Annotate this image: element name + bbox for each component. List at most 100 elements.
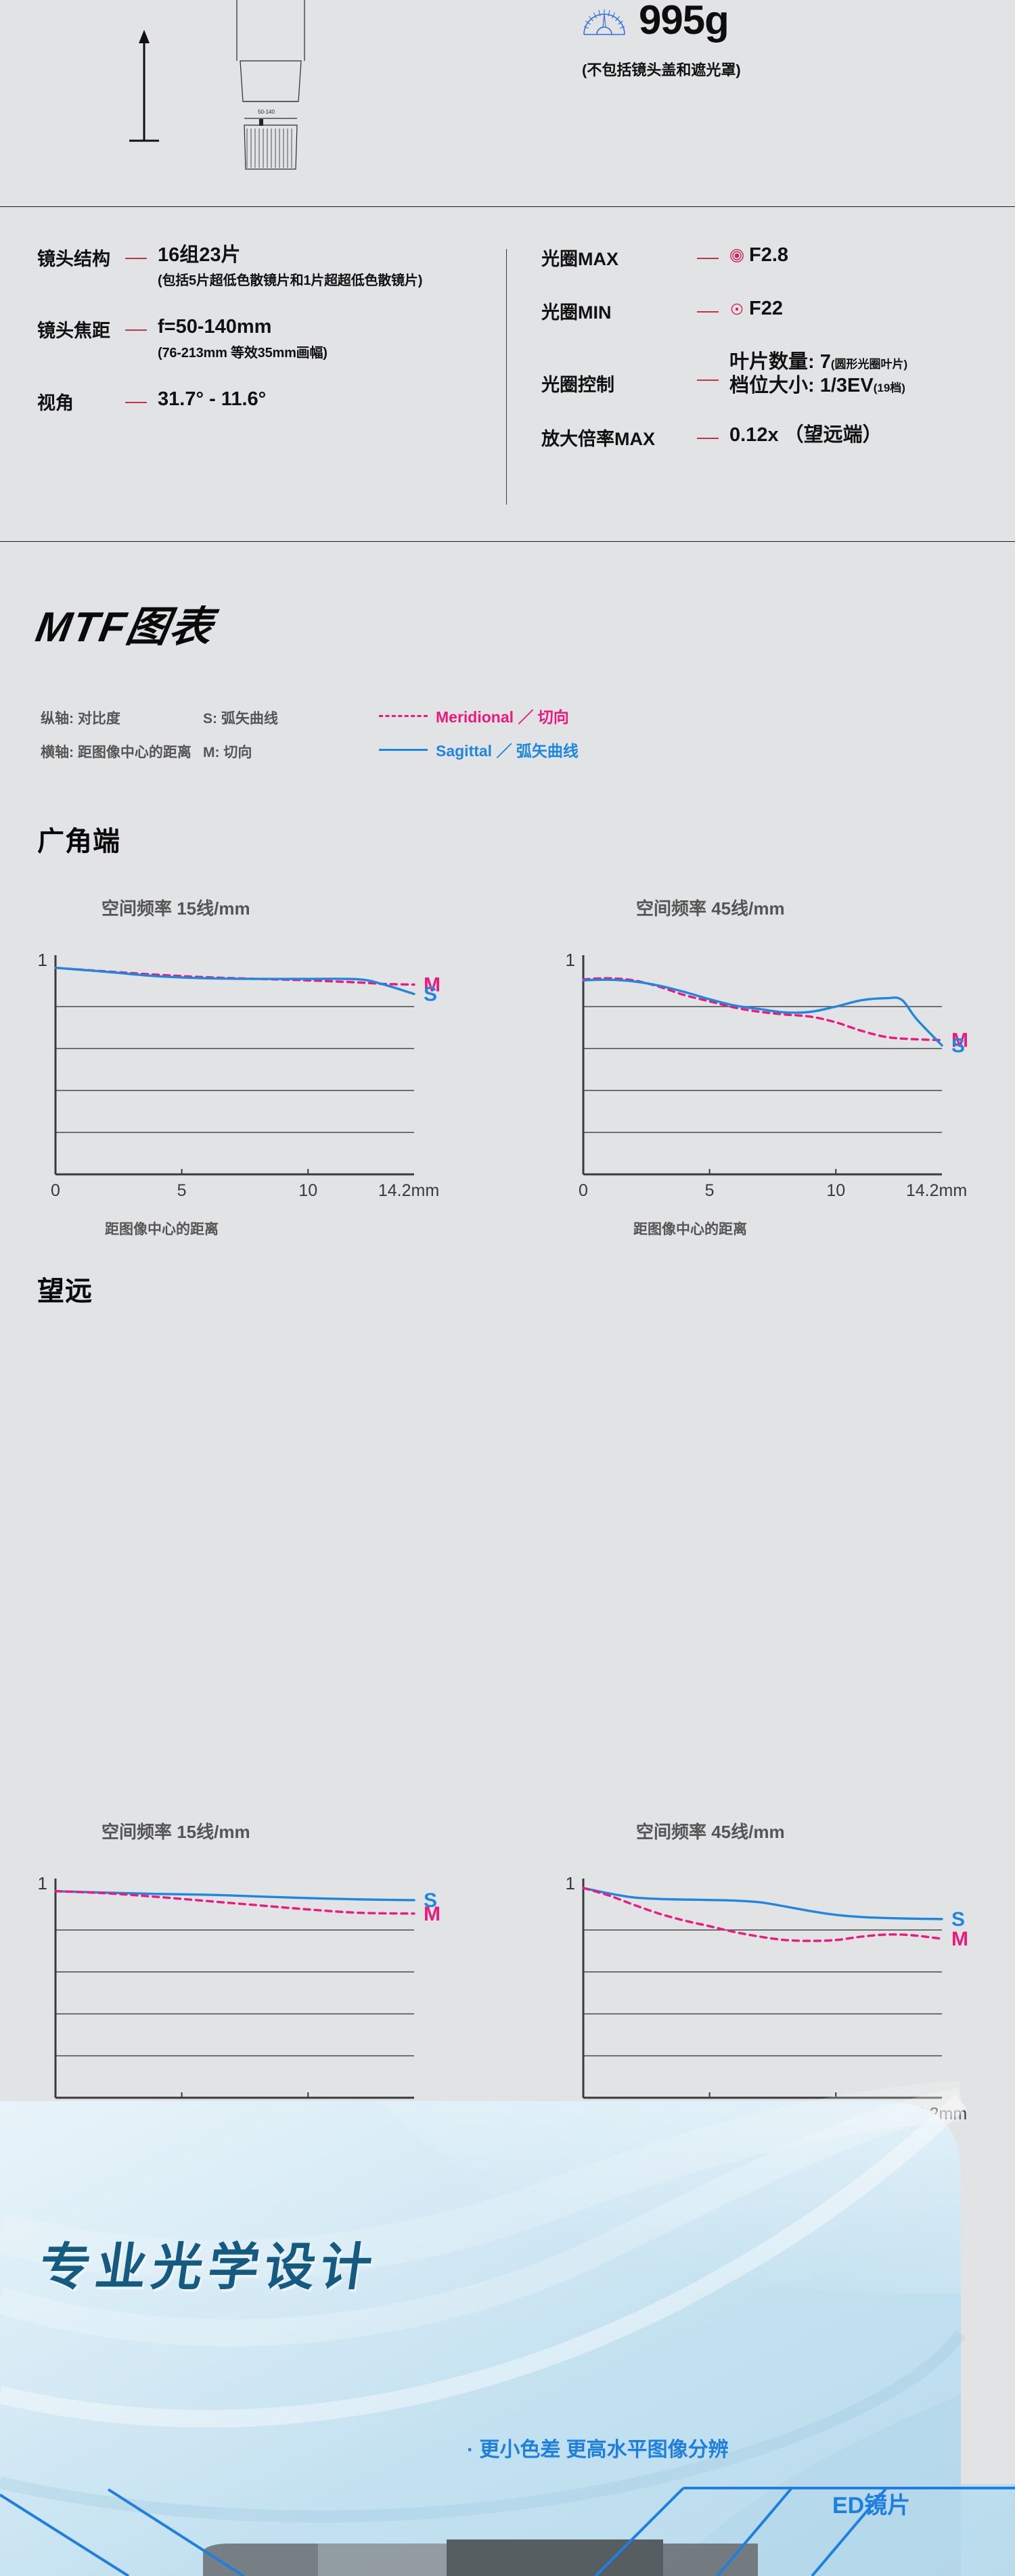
x-tick-label: 5 [177, 1181, 187, 1200]
legend-sagittal: Sagittal ／ 弧矢曲线 [379, 738, 579, 761]
series-M [54, 966, 415, 986]
chart-1-xlabel: 距图像中心的距离 [105, 1222, 219, 1237]
chart-title-2: 空间频率 45线/mm [636, 898, 785, 919]
blade-note: (圆形光圈叶片) [830, 358, 908, 371]
series-S [582, 1887, 943, 1920]
spec-key: 镜头结构 [37, 249, 110, 269]
spec-row-angle-of-view: 视角 31.7° - 11.6° [37, 388, 504, 415]
series-label-S: S [424, 1889, 437, 1912]
x-tick-label: 14.2mm [906, 1181, 967, 1200]
dash-icon [125, 401, 147, 403]
series-S [582, 978, 943, 1047]
spec-value: 31.7° - 11.6° [158, 388, 267, 410]
spec-row-magnification: 放大倍率MAX 0.12x （望远端） [541, 424, 988, 451]
spec-key: 放大倍率MAX [541, 428, 655, 449]
legend-sagittal-label: Sagittal ／ 弧矢曲线 [436, 742, 579, 760]
weight-note: (不包括镜头盖和遮光罩) [582, 62, 741, 78]
series-label-M: M [424, 973, 441, 996]
series-label-S: S [951, 1908, 965, 1931]
dimension-arrow-icon [129, 30, 159, 142]
spec-value-step: 档位大小: 1/3EV(19档) [729, 375, 907, 396]
legend-meridional: Meridional ／ 切向 [379, 704, 569, 727]
series-label-M: M [424, 1903, 441, 1925]
legend-meridional-label: Meridional ／ 切向 [436, 708, 569, 726]
step-size: 档位大小: 1/3EV [729, 375, 874, 397]
chart-title-3: 空间频率 15线/mm [102, 1822, 250, 1842]
chart-title-4: 空间频率 45线/mm [636, 1822, 785, 1842]
spec-column-divider [506, 249, 507, 505]
y-tick-label: 1 [38, 1873, 47, 1893]
solid-line-icon [379, 748, 428, 751]
x-tick-label: 0 [51, 1181, 60, 1200]
legend-s-definition: S: 弧矢曲线 [203, 711, 278, 727]
spec-value: F22 [749, 298, 783, 319]
x-tick-label: 0 [579, 1181, 588, 1200]
dash-icon [697, 258, 719, 259]
specifications-table: 镜头结构 16组23片 (包括5片超低色散镜片和1片超超低色散镜片) 镜头焦距 … [0, 207, 1015, 541]
svg-text:50-140: 50-140 [258, 109, 275, 115]
spec-subvalue: (76-213mm 等效35mm画幅) [158, 345, 328, 361]
section-title-tele: 望远 [37, 1276, 93, 1306]
x-tick-label: 10 [826, 1181, 845, 1200]
dash-icon [697, 437, 719, 439]
dash-icon [697, 380, 719, 381]
series-M [582, 1887, 943, 1942]
series-label-S: S [424, 983, 437, 1005]
spec-column-right: 光圈MAX F2.8 光圈MIN F [541, 244, 988, 478]
aperture-large-icon [729, 246, 744, 268]
spec-column-left: 镜头结构 16组23片 (包括5片超低色散镜片和1片超超低色散镜片) 镜头焦距 … [37, 244, 504, 442]
y-tick-label: 1 [566, 1873, 575, 1893]
spec-row-aperture-control: 光圈控制 叶片数量: 7(圆形光圈叶片) 档位大小: 1/3EV(19档) [541, 351, 988, 397]
mtf-title: MTF图表 [32, 604, 218, 651]
spec-key: 光圈控制 [541, 375, 614, 395]
section-title-wide: 广角端 [37, 827, 120, 856]
x-tick-label: 5 [705, 1181, 715, 1200]
spec-key: 光圈MAX [541, 249, 618, 269]
y-tick-label: 1 [566, 950, 575, 970]
dash-icon [697, 311, 719, 313]
chart-2-xlabel: 距图像中心的距离 [633, 1222, 747, 1237]
series-M [54, 1889, 415, 1915]
blade-count: 叶片数量: 7 [729, 351, 831, 373]
spec-value: 16组23片 [158, 244, 241, 266]
dash-icon [125, 329, 147, 331]
spec-key: 镜头焦距 [37, 321, 110, 342]
chart-title-1: 空间频率 15线/mm [102, 898, 250, 919]
series-label-S: S [951, 1034, 965, 1057]
spec-key: 光圈MIN [541, 302, 612, 323]
spec-row-lens-construction: 镜头结构 16组23片 (包括5片超低色散镜片和1片超超低色散镜片) [37, 244, 504, 289]
x-tick-label: 10 [298, 1181, 317, 1200]
weight-scale-icon [583, 9, 625, 35]
divider-spec-bottom [0, 541, 1015, 542]
spec-subvalue: (包括5片超低色散镜片和1片超超低色散镜片) [158, 273, 423, 289]
weight-block: 995g (不包括镜头盖和遮光罩) [582, 0, 907, 122]
spec-value: f=50-140mm [158, 316, 272, 338]
spec-row-focal-length: 镜头焦距 f=50-140mm (76-213mm 等效35mm画幅) [37, 316, 504, 361]
legend-m-definition: M: 切向 [203, 745, 252, 760]
divider-top [0, 206, 1015, 207]
aperture-small-icon [729, 300, 744, 321]
weight-row: 995g [582, 0, 907, 41]
spec-key: 视角 [37, 392, 74, 413]
hero-section: XF 50-140 50-140 [0, 0, 1015, 206]
step-note: (19档) [873, 382, 905, 395]
banner-title: 专业光学设计 [36, 2238, 382, 2295]
banner-background [0, 2081, 1015, 2576]
dashed-line-icon [379, 714, 428, 717]
spec-row-aperture-max: 光圈MAX F2.8 [541, 244, 988, 271]
optical-design-banner: 专业光学设计 [0, 2077, 1015, 2576]
x-tick-label: 14.2mm [378, 1181, 439, 1200]
spec-value: 0.12x （望远端） [729, 423, 882, 446]
feature-line: · 更小色差 更高水平图像分辨 [467, 2439, 729, 2461]
legend-y-axis: 纵轴: 对比度 [41, 711, 120, 727]
ed-lens-label: ED镜片 [832, 2493, 911, 2518]
spec-value: F2.8 [749, 244, 789, 266]
lens-line-drawing: XF 50-140 50-140 [236, 0, 305, 170]
weight-value: 995g [639, 0, 729, 43]
series-S [54, 966, 415, 996]
dash-icon [125, 258, 147, 259]
series-label-M: M [951, 1928, 968, 1950]
legend-x-axis: 横轴: 距图像中心的距离 [41, 745, 191, 760]
